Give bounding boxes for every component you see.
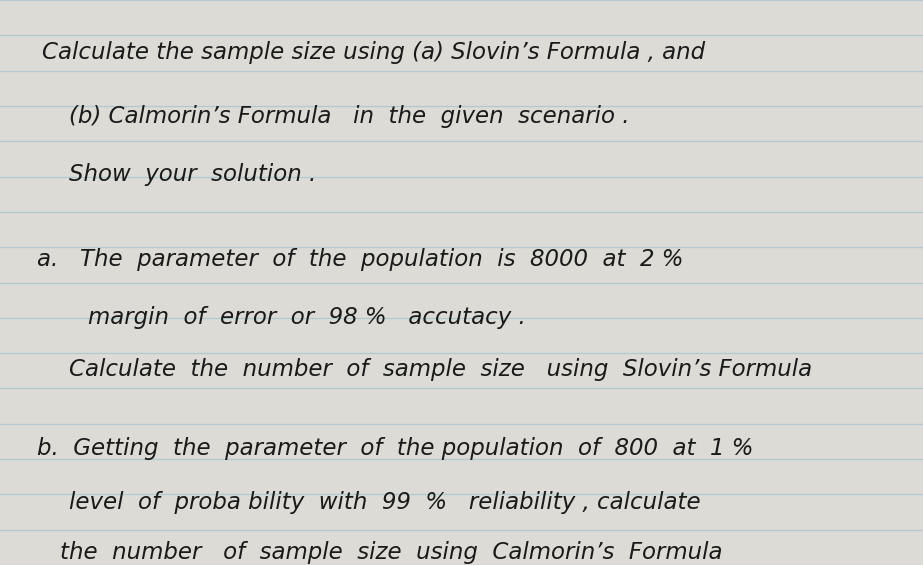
Text: level  of  proba bility  with  99  %   reliability , calculate: level of proba bility with 99 % reliabil…: [69, 490, 701, 514]
Text: Show  your  solution .: Show your solution .: [69, 163, 317, 186]
Text: b.  Getting  the  parameter  of  the population  of  800  at  1 %: b. Getting the parameter of the populati…: [37, 437, 753, 460]
Text: margin  of  error  or  98 %   accutacy .: margin of error or 98 % accutacy .: [88, 306, 525, 329]
Text: (b) Calmorin’s Formula   in  the  given  scenario .: (b) Calmorin’s Formula in the given scen…: [69, 105, 629, 128]
Text: a.   The  parameter  of  the  population  is  8000  at  2 %: a. The parameter of the population is 80…: [37, 247, 683, 271]
Text: Calculate  the  number  of  sample  size   using  Slovin’s Formula: Calculate the number of sample size usin…: [69, 358, 812, 381]
Text: Calculate the sample size using (a) Slovin’s Formula , and: Calculate the sample size using (a) Slov…: [42, 41, 704, 64]
Text: the  number   of  sample  size  using  Calmorin’s  Formula: the number of sample size using Calmorin…: [60, 541, 723, 564]
